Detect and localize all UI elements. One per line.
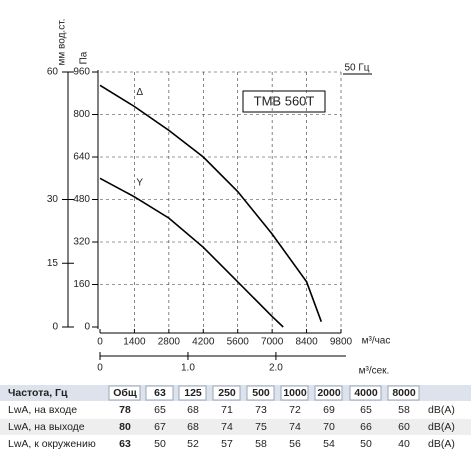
y2-tick-label: 15 xyxy=(47,258,59,269)
series-label: Δ xyxy=(136,87,143,98)
header-cell xyxy=(246,385,275,401)
table-header: 63 xyxy=(154,387,166,399)
table-cell: 71 xyxy=(221,404,233,416)
table-cell: dB(A) xyxy=(428,438,455,450)
table-cell: 65 xyxy=(154,404,166,416)
x-tick-label: 0 xyxy=(97,337,103,348)
table-cell: 50 xyxy=(154,438,166,450)
curve xyxy=(99,84,323,322)
table-header: Частота, Гц xyxy=(8,387,68,399)
y2-tick-label: 60 xyxy=(47,67,59,78)
table-cell: 58 xyxy=(255,438,267,450)
table-cell: 67 xyxy=(154,421,166,433)
header-cell xyxy=(178,385,207,401)
x-tick-label: 5600 xyxy=(227,337,250,348)
table-header: 2000 xyxy=(317,387,341,399)
table-cell: dB(A) xyxy=(428,421,455,433)
x-tick-label: 1400 xyxy=(123,337,146,348)
table-cell: 65 xyxy=(360,404,372,416)
table-cell: LwA, к окружению xyxy=(8,438,96,450)
x-tick-label: 4200 xyxy=(192,337,215,348)
header-cell xyxy=(145,385,174,401)
table-cell: LwA, на входе xyxy=(8,404,77,416)
chart-title: TMB 560T xyxy=(254,93,315,108)
table-header: 8000 xyxy=(392,387,416,399)
table-cell: 52 xyxy=(187,438,199,450)
table-cell: 74 xyxy=(289,421,301,433)
y-axis-label: Па xyxy=(79,51,90,64)
y-tick-label: 960 xyxy=(73,67,90,78)
y2-tick-label: 0 xyxy=(52,322,58,333)
table-cell: 54 xyxy=(323,438,335,450)
table-cell: 78 xyxy=(119,404,131,416)
x-tick-label: 2800 xyxy=(158,337,181,348)
table-cell: 58 xyxy=(398,404,410,416)
table-cell: 69 xyxy=(323,404,335,416)
x-tick-label: 7000 xyxy=(261,337,284,348)
y-tick-label: 640 xyxy=(73,152,90,163)
table-cell: 40 xyxy=(398,438,410,450)
header-cell xyxy=(212,385,241,401)
table-header: 4000 xyxy=(354,387,378,399)
table-header: 500 xyxy=(252,387,270,399)
table-cell: 68 xyxy=(187,421,199,433)
table-row xyxy=(0,402,471,418)
series-label: Y xyxy=(136,177,143,188)
curve xyxy=(99,177,284,328)
table-cell: 57 xyxy=(221,438,233,450)
table-cell: 75 xyxy=(255,421,267,433)
y2-axis-label: мм вод.ст. xyxy=(57,19,68,66)
x-tick-label: 9800 xyxy=(330,337,353,348)
table-cell: 56 xyxy=(289,438,301,450)
x2-tick-label: 2.0 xyxy=(269,363,283,374)
header-cell xyxy=(314,385,343,401)
table-header: 250 xyxy=(218,387,236,399)
y-tick-label: 320 xyxy=(73,237,90,248)
table-cell: 66 xyxy=(360,421,372,433)
table-header: 125 xyxy=(184,387,202,399)
x2-tick-label: 1.0 xyxy=(181,363,195,374)
header-cell xyxy=(280,385,309,401)
x2-tick-label: 0 xyxy=(97,363,103,374)
table-cell: 50 xyxy=(360,438,372,450)
y-tick-label: 480 xyxy=(73,194,90,205)
y2-tick-label: 30 xyxy=(47,194,59,205)
table-cell: LwA, на выходе xyxy=(8,421,85,433)
header-cell xyxy=(387,385,420,401)
table-cell: 60 xyxy=(398,421,410,433)
x-axis-label: м³/час xyxy=(362,336,391,347)
table-cell: 73 xyxy=(255,404,267,416)
table-cell: 68 xyxy=(187,404,199,416)
table-header: Общ xyxy=(113,387,137,399)
x-tick-label: 8400 xyxy=(295,337,318,348)
table-cell: 70 xyxy=(323,421,335,433)
x2-axis-label: м³/сек. xyxy=(359,366,390,377)
title-box xyxy=(242,90,326,113)
y-tick-label: 0 xyxy=(84,322,90,333)
table-cell: 72 xyxy=(289,404,301,416)
table-row xyxy=(0,419,471,435)
header-cell xyxy=(108,385,141,401)
table-cell: 63 xyxy=(119,438,131,450)
y-tick-label: 160 xyxy=(73,279,90,290)
frequency-label: 50 Гц xyxy=(344,63,369,74)
y-tick-label: 800 xyxy=(73,109,90,120)
table-cell: 74 xyxy=(221,421,233,433)
table-row xyxy=(0,436,471,452)
header-cell xyxy=(349,385,382,401)
table-header: 1000 xyxy=(283,387,307,399)
table-cell: dB(A) xyxy=(428,404,455,416)
table-cell: 80 xyxy=(119,421,131,433)
